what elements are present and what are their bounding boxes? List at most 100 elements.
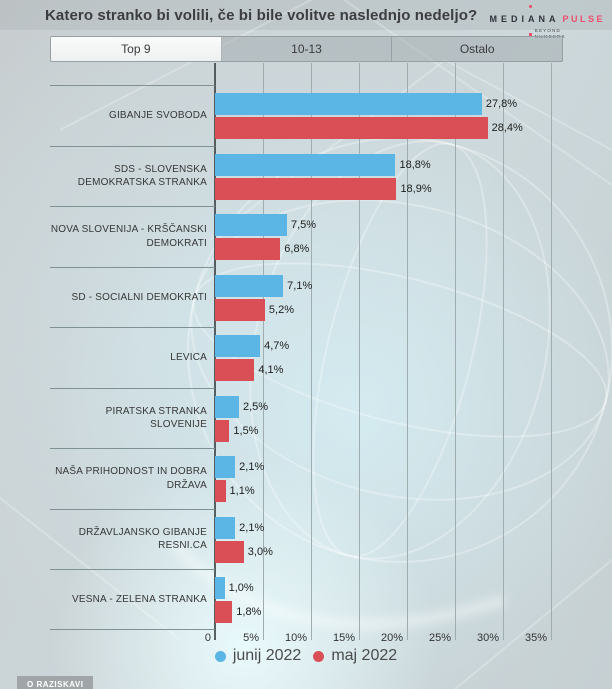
bar-value-label: 5,2% <box>268 303 294 316</box>
chart-row-dr-avljansko-gibanje-resni-ca: DRŽAVLJANSKO GIBANJE RESNI.CA 2,1% 3,0% <box>50 508 572 570</box>
bar-value-label: 1,1% <box>229 485 255 497</box>
legend-dot-icon <box>313 650 325 662</box>
legend-item-maj-2022: maj 2022 <box>313 647 397 665</box>
bar-maj-2022 <box>215 540 244 563</box>
tab-10-13[interactable]: 10-13 <box>221 37 393 61</box>
legend-label: junij 2022 <box>232 647 302 664</box>
bar-value-label: 18,9% <box>400 182 432 195</box>
tick-label-10: 10% <box>284 632 307 644</box>
bar-chart: GIBANJE SVOBODA 27,8% 28,4% SDS - SLOVENSKA… <box>50 63 572 646</box>
x-axis-tick-labels: 0 5% 10% 15% 20% 25% 30% 35% <box>50 632 572 646</box>
party-label: GIBANJE SVOBODA <box>50 85 215 146</box>
bar-value-label: 1,0% <box>228 582 254 594</box>
legend-label: maj 2022 <box>331 647 398 664</box>
gridline-5 <box>263 63 264 640</box>
gridline-30 <box>503 63 504 640</box>
tick-label-25: 25% <box>428 632 451 644</box>
bar-value-label: 7,1% <box>287 279 313 292</box>
chart-row-sds-slovenska-demokratska-stranka: SDS - SLOVENSKA DEMOKRATSKA STRANKA 18,8%… <box>50 145 572 207</box>
bar-junij-2022 <box>215 395 239 418</box>
logo-dot-icon <box>529 5 533 8</box>
tab-bar: Top 9 10-13 Ostalo <box>50 36 563 62</box>
tick-label-35: 35% <box>524 632 547 644</box>
tick-label-5: 5% <box>243 632 259 644</box>
bar-group: 2,5% 1,5% <box>215 388 572 449</box>
bar-value-label: 1,8% <box>236 606 262 618</box>
gridline-15 <box>359 63 360 640</box>
bar-value-label: 27,8% <box>485 98 518 110</box>
tick-label-30: 30% <box>476 632 499 644</box>
bar-group: 27,8% 28,4% <box>215 85 572 146</box>
bar-maj-2022 <box>215 419 230 442</box>
bar-maj-2022 <box>215 480 226 502</box>
bar-value-label: 6,8% <box>284 243 310 255</box>
tick-label-0: 0 <box>204 632 211 644</box>
chart-row-nova-slovenija-kr-anski-demokrati: NOVA SLOVENIJA - KRŠČANSKI DEMOKRATI 7,5%… <box>50 206 572 267</box>
gridline-20 <box>407 63 408 640</box>
bar-value-label: 2,1% <box>239 521 265 534</box>
chart-rows: GIBANJE SVOBODA 27,8% 28,4% SDS - SLOVENSKA… <box>50 85 572 630</box>
bar-junij-2022 <box>215 214 287 236</box>
bar-value-label: 18,8% <box>399 158 431 171</box>
logo-brand-suffix: PULSE <box>562 14 605 24</box>
party-label: VESNA - ZELENA STRANKA <box>50 569 215 630</box>
bar-maj-2022 <box>215 177 397 200</box>
party-label: NAŠA PRIHODNOST IN DOBRA DRŽAVA <box>50 448 215 509</box>
bar-group: 4,7% 4,1% <box>215 327 572 388</box>
chart-row-piratska-stranka-slovenije: PIRATSKA STRANKA SLOVENIJE 2,5% 1,5% <box>50 387 572 449</box>
bar-group: 7,5% 6,8% <box>215 206 572 267</box>
gridline-25 <box>455 63 456 640</box>
bar-value-label: 4,1% <box>258 364 284 376</box>
bar-value-label: 1,5% <box>233 424 259 437</box>
bar-maj-2022 <box>215 359 255 381</box>
bar-junij-2022 <box>215 456 236 478</box>
bar-value-label: 4,7% <box>264 340 290 352</box>
party-label: LEVICA <box>50 327 215 388</box>
bar-junij-2022 <box>215 274 284 297</box>
tab-top-9[interactable]: Top 9 <box>51 37 222 61</box>
chart-row-vesna-zelena-stranka: VESNA - ZELENA STRANKA 1,0% 1,8% <box>50 569 572 630</box>
bar-junij-2022 <box>215 335 261 357</box>
bar-group: 1,0% 1,8% <box>215 569 572 630</box>
party-label: SDS - SLOVENSKA DEMOKRATSKA STRANKA <box>50 145 215 207</box>
bar-group: 7,1% 5,2% <box>215 267 572 328</box>
bar-value-label: 28,4% <box>491 122 523 134</box>
gridline-10 <box>311 63 312 640</box>
tick-label-15: 15% <box>332 632 355 644</box>
chart-row-na-a-prihodnost-in-dobra-dr-ava: NAŠA PRIHODNOST IN DOBRA DRŽAVA 2,1% 1,1% <box>50 448 572 509</box>
logo-brand: MEDIANA <box>489 14 560 24</box>
bar-junij-2022 <box>215 577 225 599</box>
bar-value-label: 7,5% <box>291 219 317 231</box>
page-title: Katero stranko bi volili, če bi bile vol… <box>45 7 478 24</box>
bar-group: 18,8% 18,9% <box>215 146 572 207</box>
party-label: DRŽAVLJANSKO GIBANJE RESNI.CA <box>50 508 215 570</box>
bar-junij-2022 <box>215 93 482 115</box>
tab-ostalo[interactable]: Ostalo <box>392 37 562 61</box>
title-bar: Katero stranko bi volili, če bi bile vol… <box>0 0 612 39</box>
party-label: PIRATSKA STRANKA SLOVENIJE <box>50 387 215 449</box>
bar-maj-2022 <box>215 238 281 260</box>
legend-dot-icon <box>214 650 226 662</box>
bar-junij-2022 <box>215 153 396 176</box>
bar-group: 2,1% 1,1% <box>215 448 572 509</box>
bar-value-label: 3,0% <box>247 545 273 558</box>
chart-row-levica: LEVICA 4,7% 4,1% <box>50 327 572 388</box>
bar-junij-2022 <box>215 516 236 539</box>
logo-tagline-bullet-icon <box>528 32 532 36</box>
chart-row-sd-socialni-demokrati: SD - SOCIALNI DEMOKRATI 7,1% 5,2% <box>50 266 572 328</box>
bar-maj-2022 <box>215 601 233 623</box>
chart-row-gibanje-svoboda: GIBANJE SVOBODA 27,8% 28,4% <box>50 85 572 146</box>
bar-value-label: 2,5% <box>243 400 269 413</box>
party-label: SD - SOCIALNI DEMOKRATI <box>50 266 215 328</box>
party-label: NOVA SLOVENIJA - KRŠČANSKI DEMOKRATI <box>50 206 215 267</box>
chart-legend: junij 2022 maj 2022 <box>0 647 612 665</box>
about-button[interactable]: O RAZISKAVI <box>17 676 94 689</box>
bar-value-label: 2,1% <box>239 461 265 473</box>
legend-item-junij-2022: junij 2022 <box>214 647 302 665</box>
bar-maj-2022 <box>215 298 265 321</box>
bar-maj-2022 <box>215 117 488 139</box>
bar-group: 2,1% 3,0% <box>215 509 572 570</box>
tick-label-20: 20% <box>380 632 403 644</box>
gridline-35 <box>551 63 552 640</box>
